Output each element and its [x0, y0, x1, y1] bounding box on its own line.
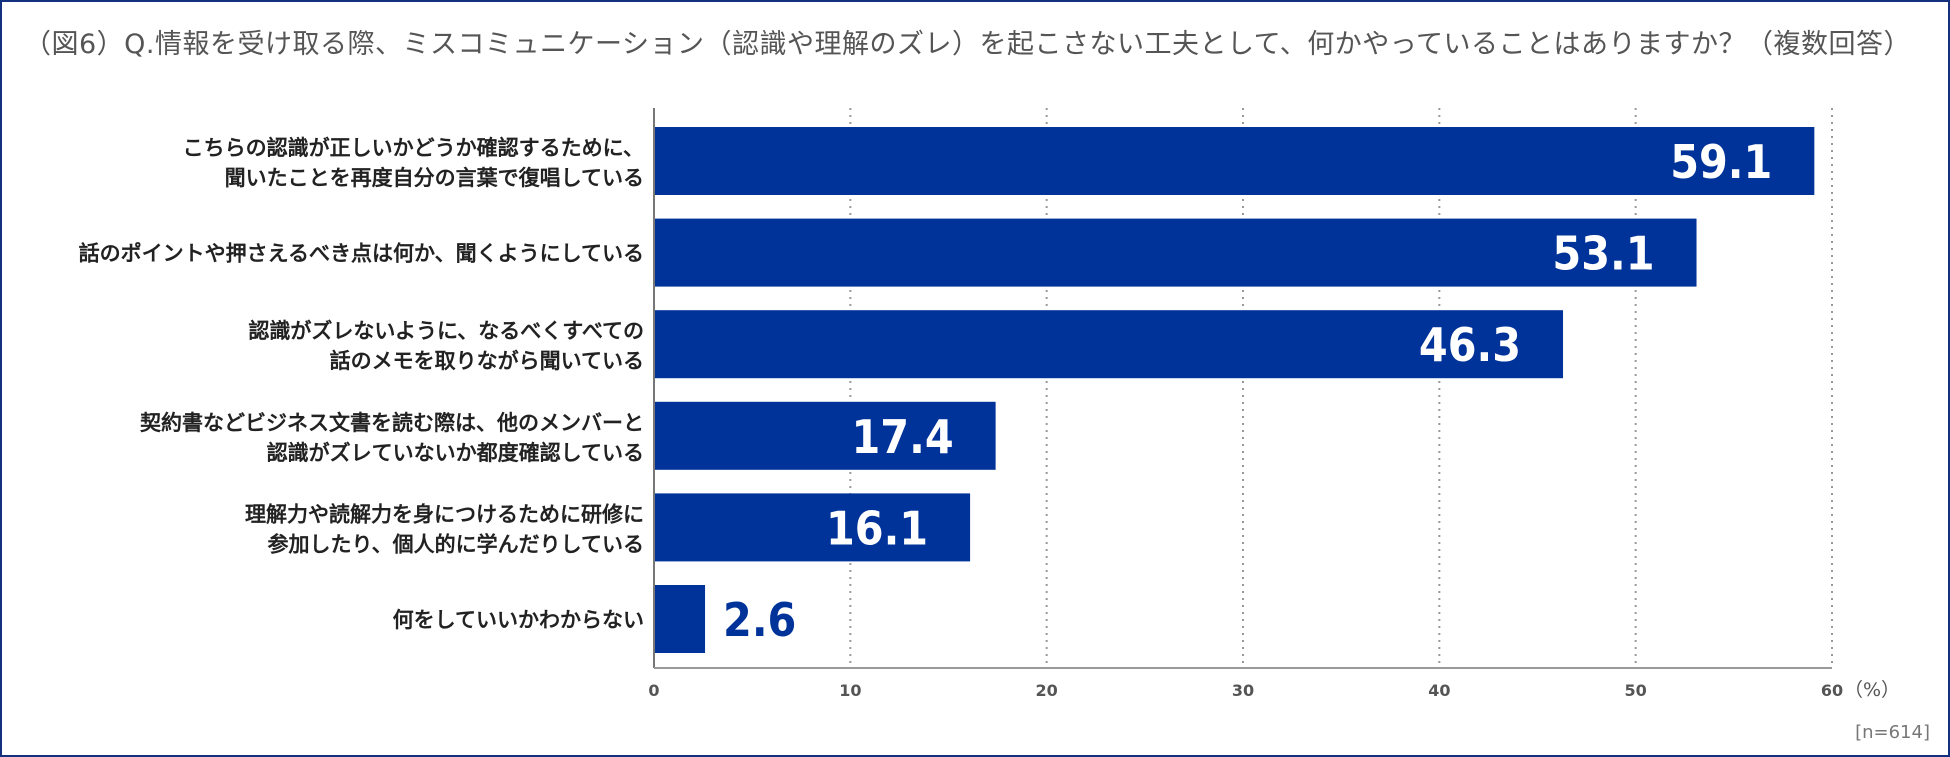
bar [654, 493, 971, 562]
category-label: 理解力や読解力を身につけるために研修に [245, 502, 644, 526]
category-label: 認識がズレていないか都度確認している [267, 441, 644, 465]
x-tick-label: 40 [1428, 681, 1450, 700]
bar-value-label: 59.1 [1670, 135, 1772, 189]
x-axis-unit: （%） [1844, 679, 1900, 701]
bar-value-label: 2.6 [723, 593, 796, 647]
category-label: 話のメモを取りながら聞いている [330, 349, 644, 373]
category-label: 参加したり、個人的に学んだりしている [267, 532, 644, 556]
category-label: こちらの認識が正しいかどうか確認するために、 [183, 136, 644, 160]
x-tick-label: 60 [1821, 681, 1843, 700]
bar-value-label: 17.4 [852, 410, 954, 464]
bar [654, 401, 996, 470]
bar-value-label: 46.3 [1419, 318, 1521, 372]
chart-title: （図6）Q.情報を受け取る際、ミスコミュニケーション（認識や理解のズレ）を起こさ… [24, 29, 1911, 60]
x-tick-label: 30 [1232, 681, 1254, 700]
category-label: 何をしていいかわからない [393, 608, 644, 632]
bar [654, 127, 1815, 195]
category-label: 話のポイントや押さえるべき点は何か、聞くようにしている [79, 242, 644, 266]
bar [654, 585, 706, 653]
category-label: 認識がズレないように、なるべくすべての [248, 319, 644, 343]
bar [654, 310, 1564, 379]
sample-size-note: [n=614] [1855, 722, 1930, 743]
bar [654, 218, 1697, 287]
x-tick-label: 20 [1036, 681, 1058, 700]
x-tick-label: 10 [839, 681, 861, 700]
bar-value-label: 53.1 [1552, 227, 1654, 281]
x-tick-label: 0 [648, 681, 659, 700]
category-label: 契約書などビジネス文書を読む際は、他のメンバーと [139, 411, 644, 435]
x-tick-label: 50 [1625, 681, 1647, 700]
bar-value-label: 16.1 [826, 501, 928, 555]
category-label: 聞いたことを再度自分の言葉で復唱している [225, 166, 644, 190]
